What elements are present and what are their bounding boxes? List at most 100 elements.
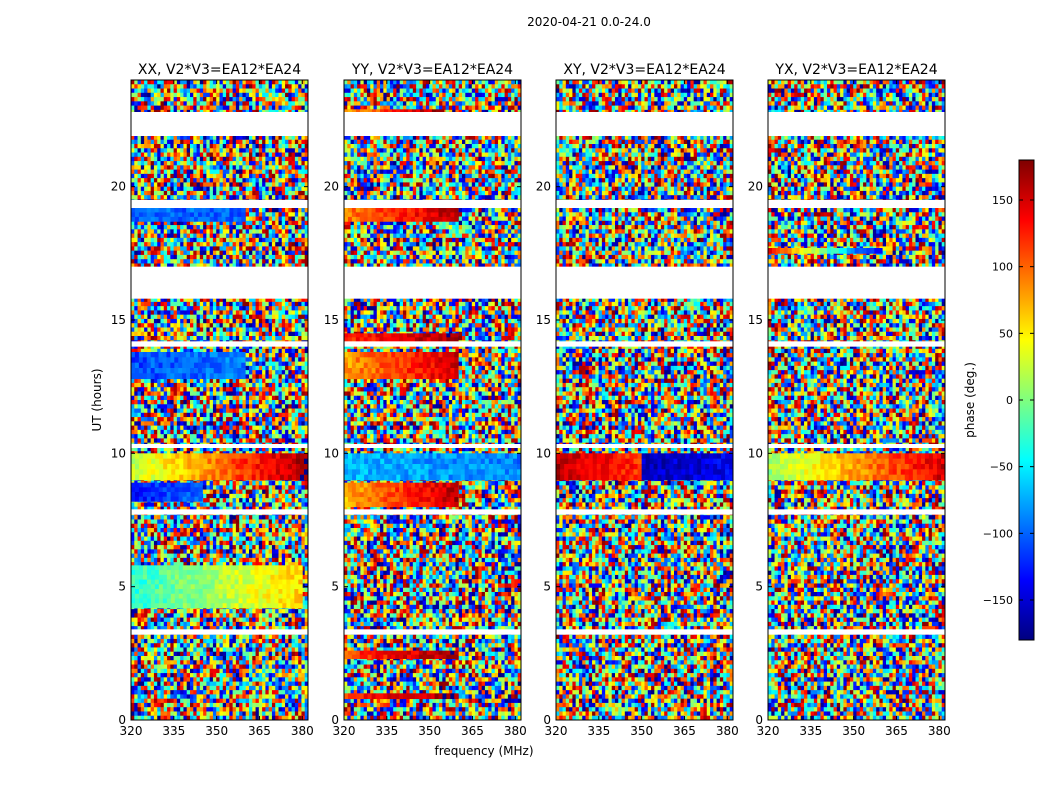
phase-feature-yx-0: [768, 453, 945, 481]
x-tick-label: 335: [799, 724, 822, 738]
x-tick-label: 335: [375, 724, 398, 738]
panel-title-yy: YY, V2*V3=EA12*EA24: [351, 62, 513, 78]
phase-feature-yy-5: [344, 333, 459, 342]
flagged-band-xx-1: [131, 112, 308, 136]
y-tick-label: 15: [748, 313, 763, 327]
flagged-band-yy-3: [344, 629, 521, 635]
y-axis-label: UT (hours): [90, 368, 104, 431]
y-tick-label: 10: [324, 446, 339, 460]
phase-feature-yy-7: [344, 693, 459, 700]
flagged-band-yx-3: [768, 629, 945, 635]
figure-suptitle: 2020-04-21 0.0-24.0: [527, 15, 651, 29]
phase-feature-xx-1: [131, 208, 246, 222]
flagged-band-xy-1: [556, 112, 733, 136]
colorbar-tick-label: −50: [990, 461, 1013, 474]
y-tick-label: 5: [543, 580, 551, 594]
flagged-band-yx-1: [768, 112, 945, 136]
phase-feature-yx-1: [768, 248, 883, 254]
flagged-band-yx-5: [768, 444, 945, 448]
x-tick-label: 365: [461, 724, 484, 738]
flagged-band-xx-4: [131, 509, 308, 515]
flagged-band-yy-0: [344, 266, 521, 299]
flagged-band-xy-4: [556, 509, 733, 515]
y-tick-label: 15: [536, 313, 551, 327]
x-axis-label: frequency (MHz): [434, 744, 533, 758]
axes-frame-yy: [343, 79, 522, 721]
flagged-band-yy-6: [344, 341, 521, 347]
heatmap-xy: [556, 80, 733, 720]
y-tick-label: 20: [324, 180, 339, 194]
flagged-band-xy-2: [556, 200, 733, 208]
flagged-band-yy-5: [344, 444, 521, 448]
flagged-band-yy-1: [344, 112, 521, 136]
phase-feature-xy-1: [641, 453, 733, 481]
colorbar-tick-label: 50: [999, 327, 1013, 340]
x-tick-label: 380: [291, 724, 314, 738]
axes-frame-xx: [130, 79, 309, 721]
x-tick-label: 320: [120, 724, 143, 738]
panel-title-xx: XX, V2*V3=EA12*EA24: [138, 62, 301, 78]
y-tick-label: 10: [536, 446, 551, 460]
flagged-band-xx-3: [131, 629, 308, 635]
colorbar-tick-label: −150: [983, 594, 1013, 607]
x-tick-label: 335: [587, 724, 610, 738]
panel-xx: XX, V2*V3=EA12*EA24 320 335 350 365 380 0 5 10 15…: [111, 62, 314, 738]
x-tick-label: 380: [928, 724, 951, 738]
flagged-band-xy-3: [556, 629, 733, 635]
colorbar: −150 −100 −50 0 50 100 150 phase (deg.): [963, 159, 1035, 641]
y-tick-label: 5: [331, 580, 339, 594]
y-tick-label: 15: [324, 313, 339, 327]
panel-title-xy: XY, V2*V3=EA12*EA24: [563, 62, 725, 78]
y-tick-label: 5: [118, 580, 126, 594]
flagged-band-yx-4: [768, 509, 945, 515]
phase-feature-yy-1: [344, 208, 459, 222]
panel-yy: YY, V2*V3=EA12*EA24 320 335 350 365 380 0 5 10 15…: [324, 62, 527, 738]
x-tick-label: 350: [418, 724, 441, 738]
phase-feature-yy-0: [344, 453, 521, 481]
x-tick-label: 320: [545, 724, 568, 738]
heatmap-xx: [131, 80, 308, 720]
y-tick-label: 10: [748, 446, 763, 460]
y-tick-label: 20: [536, 180, 551, 194]
phase-feature-xx-3: [131, 482, 203, 502]
phase-feature-yy-2: [344, 352, 459, 380]
flagged-band-xx-0: [131, 266, 308, 299]
flagged-band-yy-2: [344, 200, 521, 208]
flagged-band-xy-6: [556, 341, 733, 347]
flagged-band-yx-2: [768, 200, 945, 208]
x-tick-label: 365: [885, 724, 908, 738]
flagged-band-yy-4: [344, 509, 521, 515]
y-tick-label: 10: [111, 446, 126, 460]
phase-feature-xx-2: [131, 352, 246, 380]
flagged-band-xx-5: [131, 444, 308, 448]
panel-yx: YX, V2*V3=EA12*EA24 320 335 350 365 380 0 5 10 15…: [748, 62, 951, 738]
heatmap-yy: [344, 80, 521, 720]
phase-feature-yy-3: [344, 482, 459, 508]
y-tick-label: 0: [331, 713, 339, 727]
colorbar-tick-label: 150: [992, 194, 1013, 207]
phase-feature-xy-0: [556, 453, 643, 481]
panel-title-yx: YX, V2*V3=EA12*EA24: [774, 62, 937, 78]
y-tick-label: 20: [111, 180, 126, 194]
x-tick-label: 320: [757, 724, 780, 738]
heatmap-yx: [768, 80, 945, 720]
x-tick-label: 365: [673, 724, 696, 738]
x-tick-label: 350: [630, 724, 653, 738]
y-tick-label: 0: [543, 713, 551, 727]
flagged-band-yx-0: [768, 266, 945, 299]
x-tick-label: 350: [842, 724, 865, 738]
y-tick-label: 20: [748, 180, 763, 194]
panel-xy: XY, V2*V3=EA12*EA24 320 335 350 365 380 0 5 10 15…: [536, 62, 739, 738]
flagged-band-xy-5: [556, 444, 733, 448]
x-tick-label: 320: [333, 724, 356, 738]
y-tick-label: 0: [755, 713, 763, 727]
flagged-band-xx-6: [131, 341, 308, 347]
x-tick-label: 350: [205, 724, 228, 738]
phase-feature-xx-4: [131, 565, 303, 609]
colorbar-tick-label: 100: [992, 261, 1013, 274]
x-tick-label: 380: [504, 724, 527, 738]
y-tick-label: 15: [111, 313, 126, 327]
y-tick-label: 5: [755, 580, 763, 594]
colorbar-label: phase (deg.): [963, 362, 977, 438]
